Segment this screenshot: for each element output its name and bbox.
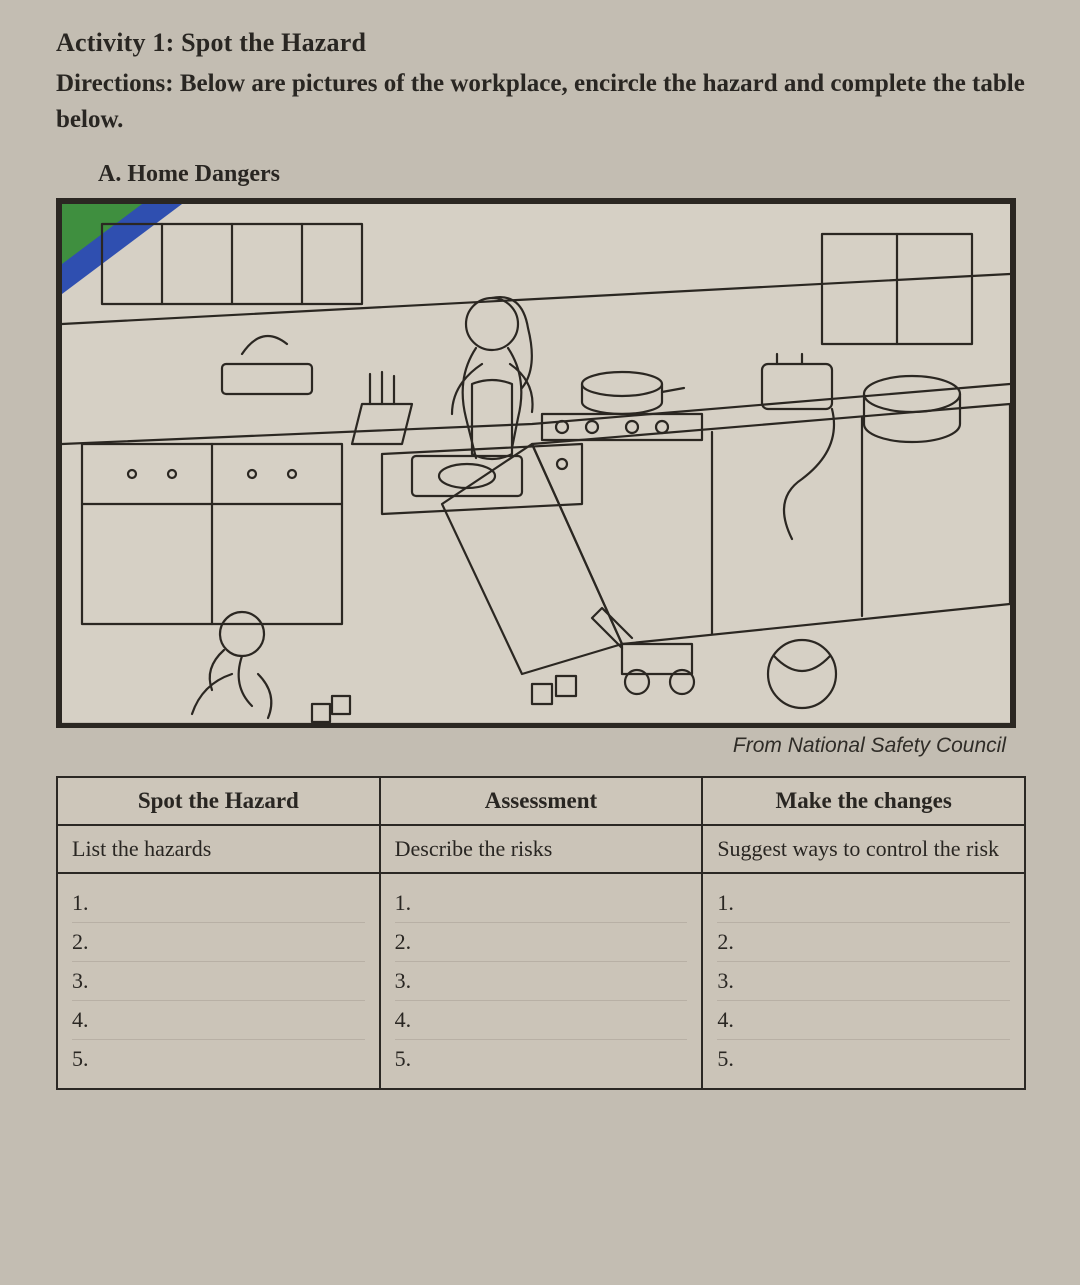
table-header-row: Spot the Hazard Assessment Make the chan… — [57, 777, 1025, 825]
col-header-hazard: Spot the Hazard — [57, 777, 380, 825]
section-heading: A. Home Dangers — [98, 161, 1036, 188]
activity-title: Activity 1: Spot the Hazard — [56, 28, 1036, 58]
illustration-container — [56, 198, 1016, 728]
home-dangers-illustration — [62, 204, 1010, 724]
list-item: 2. — [717, 922, 1010, 961]
list-item: 3. — [395, 961, 688, 1000]
list-item: 5. — [72, 1039, 365, 1078]
list-item: 1. — [395, 884, 688, 922]
table-subheader-row: List the hazards Describe the risks Sugg… — [57, 825, 1025, 873]
list-item: 5. — [395, 1039, 688, 1078]
list-item: 4. — [717, 1000, 1010, 1039]
table-body-row: 1. 2. 3. 4. 5. 1. 2. 3. 4. 5. 1. 2. 3. 4… — [57, 873, 1025, 1089]
list-item: 5. — [717, 1039, 1010, 1078]
col-header-assessment: Assessment — [380, 777, 703, 825]
subheader-assessment: Describe the risks — [380, 825, 703, 873]
illustration-caption: From National Safety Council — [56, 734, 1006, 758]
subheader-hazard: List the hazards — [57, 825, 380, 873]
list-item: 3. — [72, 961, 365, 1000]
list-item: 4. — [72, 1000, 365, 1039]
list-item: 4. — [395, 1000, 688, 1039]
hazard-list-cell: 1. 2. 3. 4. 5. — [57, 873, 380, 1089]
list-item: 3. — [717, 961, 1010, 1000]
activity-directions: Directions: Below are pictures of the wo… — [56, 66, 1036, 139]
changes-list-cell: 1. 2. 3. 4. 5. — [702, 873, 1025, 1089]
list-item: 2. — [395, 922, 688, 961]
assessment-list-cell: 1. 2. 3. 4. 5. — [380, 873, 703, 1089]
list-item: 2. — [72, 922, 365, 961]
hazard-table: Spot the Hazard Assessment Make the chan… — [56, 776, 1026, 1090]
illustration-frame — [56, 198, 1016, 728]
list-item: 1. — [717, 884, 1010, 922]
list-item: 1. — [72, 884, 365, 922]
subheader-changes: Suggest ways to control the risk — [702, 825, 1025, 873]
col-header-changes: Make the changes — [702, 777, 1025, 825]
